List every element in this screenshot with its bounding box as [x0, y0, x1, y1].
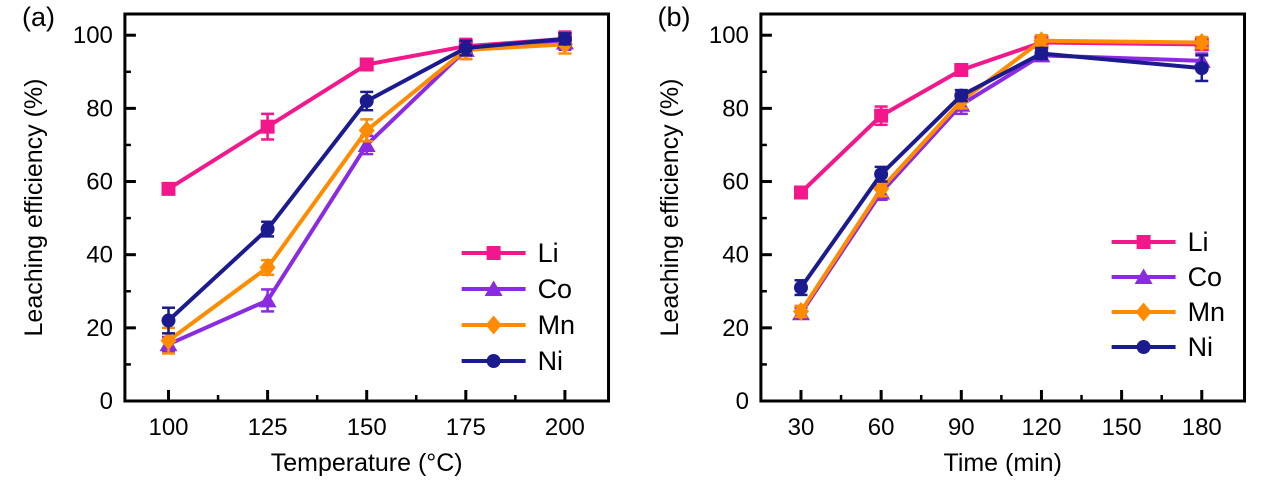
legend-label-ni: Ni	[538, 346, 563, 376]
x-tick-label: 150	[1101, 414, 1141, 441]
y-tick-label: 0	[100, 388, 113, 415]
data-point-li	[873, 108, 888, 123]
data-point-co	[258, 291, 277, 308]
legend-marker-mn	[485, 315, 502, 335]
data-point-ni	[953, 88, 968, 103]
legend-label-mn: Mn	[538, 310, 575, 340]
y-tick-label: 80	[722, 95, 749, 122]
y-tick-label: 20	[722, 315, 749, 342]
data-point-ni	[557, 31, 572, 46]
x-tick-label: 150	[347, 414, 387, 441]
legend-label-li: Li	[538, 238, 559, 268]
y-tick-label: 20	[86, 315, 113, 342]
y-tick-label: 80	[86, 95, 113, 122]
panel-b: (b) 30 60 90 120 150 180 0 20 40 60 80 100 Time (min…	[636, 0, 1271, 492]
series-line-mn	[166, 42, 567, 343]
data-point-ni	[161, 313, 176, 328]
data-point-ni	[359, 94, 374, 109]
data-point-mn	[1032, 31, 1049, 51]
y-axis-label: Leaching efficiency (%)	[20, 79, 48, 337]
legend-marker-ni	[486, 354, 501, 368]
plot-frame	[123, 12, 611, 403]
data-point-mn	[358, 120, 375, 140]
x-tick-label: 30	[787, 414, 814, 441]
x-axis-label: Temperature (°C)	[271, 449, 463, 477]
series-line-li	[798, 40, 1204, 195]
y-tick-label: 100	[708, 22, 748, 49]
y-tick-label: 60	[86, 169, 113, 196]
x-axis-label: Time (min)	[943, 449, 1061, 477]
series-line-ni	[166, 36, 567, 323]
chart-temperature: 100 125 150 175 200 0 20 40 60 80 100 Temperature (…	[20, 12, 611, 477]
legend-marker-li	[1136, 235, 1151, 249]
data-point-co	[357, 136, 376, 152]
y-tick-label: 0	[735, 388, 748, 415]
series-line-ni	[798, 51, 1204, 290]
y-tick-label: 40	[722, 242, 749, 269]
legend-marker-co	[484, 280, 503, 296]
data-point-li	[359, 57, 374, 72]
legend-label-co: Co	[538, 274, 572, 304]
data-point-mn	[792, 301, 809, 321]
y-tick-label: 60	[722, 169, 749, 196]
legend-label-ni: Ni	[1187, 332, 1212, 362]
data-point-ni	[260, 222, 275, 237]
x-tick-label: 100	[148, 414, 188, 441]
data-point-ni	[1033, 46, 1048, 61]
plot-frame	[758, 12, 1246, 403]
panel-b-label: (b)	[657, 2, 691, 32]
data-point-mn	[259, 257, 276, 277]
x-tick-label: 125	[248, 414, 288, 441]
legend-marker-ni	[1136, 340, 1151, 354]
data-point-ni	[458, 41, 473, 56]
data-point-mn	[160, 331, 177, 351]
data-point-li	[953, 62, 968, 77]
x-tick-label: 120	[1021, 414, 1061, 441]
legend-label-li: Li	[1187, 227, 1208, 257]
x-tick-label: 180	[1181, 414, 1221, 441]
panel-a: (a) 100 125 150 175 200 0 20 40 60 80 100 Temperatu…	[20, 2, 611, 477]
x-tick-label: 60	[867, 414, 894, 441]
legend-marker-li	[486, 246, 501, 260]
data-point-ni	[1194, 61, 1209, 76]
legend-label-mn: Mn	[1187, 297, 1224, 327]
data-point-li	[793, 185, 808, 200]
x-tick-label: 90	[947, 414, 974, 441]
data-point-li	[260, 119, 275, 134]
x-tick-label: 175	[446, 414, 486, 441]
y-axis-label: Leaching efficiency (%)	[655, 79, 683, 337]
x-tick-label: 200	[545, 414, 585, 441]
legend-marker-mn	[1135, 302, 1152, 322]
y-tick-label: 40	[86, 242, 113, 269]
legend-label-co: Co	[1187, 262, 1221, 292]
chart-time: 30 60 90 120 150 180 0 20 40 60 80 100 Time (min) Lea…	[655, 12, 1246, 477]
y-tick-label: 100	[73, 22, 113, 49]
data-point-li	[161, 181, 176, 196]
panel-a-label: (a)	[22, 2, 55, 32]
legend-marker-co	[1134, 268, 1153, 284]
data-point-ni	[873, 167, 888, 182]
data-point-ni	[793, 280, 808, 295]
